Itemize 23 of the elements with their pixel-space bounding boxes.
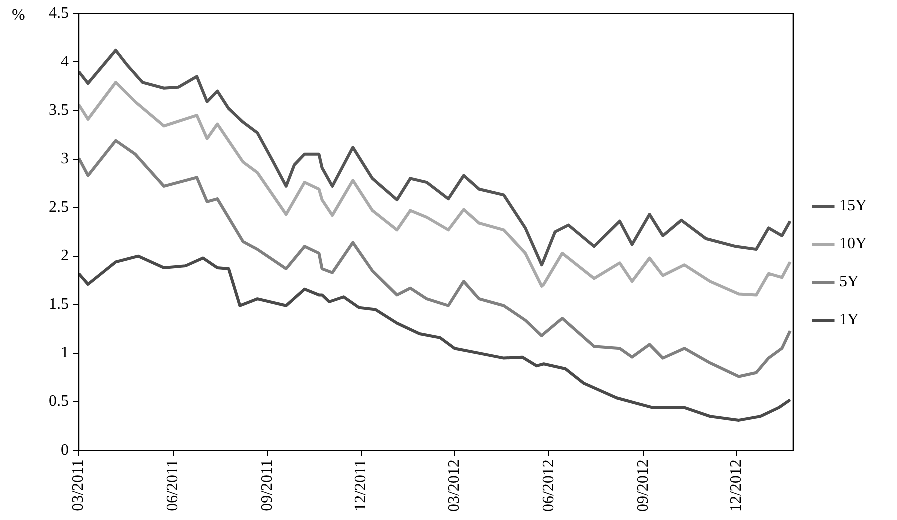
- y-tick-label: 3: [61, 150, 69, 168]
- x-tick-label: 09/2012: [634, 460, 652, 512]
- x-tick-label: 03/2011: [70, 460, 88, 512]
- x-tick-label: 12/2012: [728, 460, 746, 512]
- y-tick-label: 4: [61, 53, 69, 70]
- y-tick-label: 0: [61, 442, 69, 459]
- y-tick-label: 2.5: [49, 199, 69, 216]
- y-tick-label: 0.5: [49, 393, 69, 410]
- y-tick-label: 1.5: [49, 296, 69, 314]
- y-tick-label: 1: [61, 344, 69, 362]
- y-tick-label: 3.5: [49, 102, 69, 119]
- legend-label: 1Y: [839, 312, 860, 329]
- x-tick-label: 06/2012: [540, 460, 558, 512]
- y-tick-label: 2: [61, 248, 69, 265]
- x-tick-label: 03/2012: [446, 460, 463, 512]
- x-tick-label: 06/2011: [164, 460, 182, 512]
- x-tick-label: 09/2011: [259, 460, 276, 512]
- y-axis-title: %: [12, 6, 26, 24]
- legend-label: 10Y: [839, 236, 868, 253]
- x-tick-label: 12/2011: [352, 460, 370, 512]
- legend-label: 15Y: [839, 198, 868, 215]
- legend-label: 5Y: [839, 274, 860, 291]
- y-tick-label: 4.5: [49, 4, 69, 22]
